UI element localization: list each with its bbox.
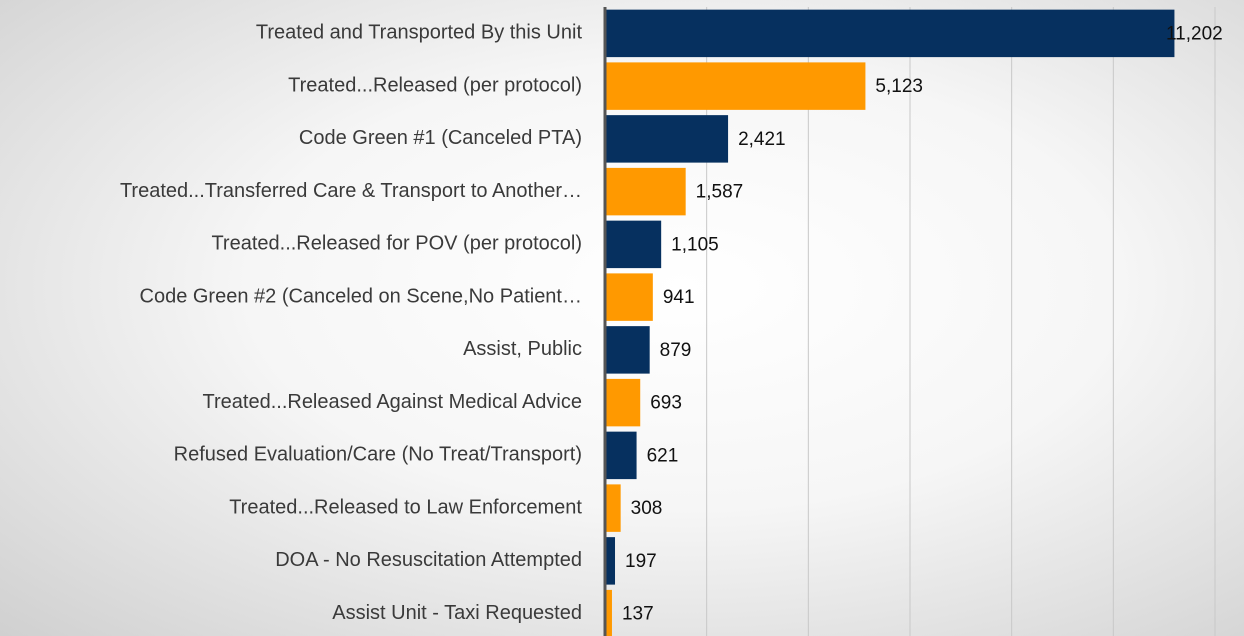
bar xyxy=(605,378,641,427)
category-label: Treated...Released for POV (per protocol… xyxy=(211,233,582,255)
category-label: Treated...Released (per protocol) xyxy=(288,74,582,96)
category-label: Assist Unit - Taxi Requested xyxy=(332,602,582,624)
category-label: Treated...Released to Law Enforcement xyxy=(229,496,582,518)
value-label: 941 xyxy=(663,287,695,308)
value-label: 879 xyxy=(660,340,692,361)
bar xyxy=(605,431,637,480)
category-label: Refused Evaluation/Care (No Treat/Transp… xyxy=(174,444,582,466)
value-label: 5,123 xyxy=(875,76,923,97)
value-label: 308 xyxy=(631,498,663,519)
bar xyxy=(605,62,866,110)
value-label: 137 xyxy=(622,604,654,625)
value-label: 1,105 xyxy=(671,234,719,255)
bar xyxy=(605,167,686,216)
bar xyxy=(605,220,662,269)
category-label: Code Green #1 (Canceled PTA) xyxy=(299,127,582,149)
category-label: DOA - No Resuscitation Attempted xyxy=(275,549,582,571)
value-label: 2,421 xyxy=(738,129,786,150)
bar xyxy=(605,273,653,321)
bar xyxy=(605,484,621,532)
bar xyxy=(605,9,1175,58)
value-label: 621 xyxy=(647,445,679,466)
value-label: 693 xyxy=(650,393,682,414)
category-label: Treated...Transferred Care & Transport t… xyxy=(120,180,582,202)
bar xyxy=(605,537,616,585)
category-label: Assist, Public xyxy=(463,338,582,360)
value-label: 197 xyxy=(625,551,657,572)
bar xyxy=(605,115,729,163)
value-label: 11,202 xyxy=(1166,23,1223,44)
value-label: 1,587 xyxy=(696,182,744,203)
category-label: Treated and Transported By this Unit xyxy=(256,22,583,44)
bar xyxy=(605,589,612,636)
category-label: Treated...Released Against Medical Advic… xyxy=(203,391,582,413)
category-label: Code Green #2 (Canceled on Scene,No Pati… xyxy=(140,285,583,307)
bar xyxy=(605,326,650,374)
